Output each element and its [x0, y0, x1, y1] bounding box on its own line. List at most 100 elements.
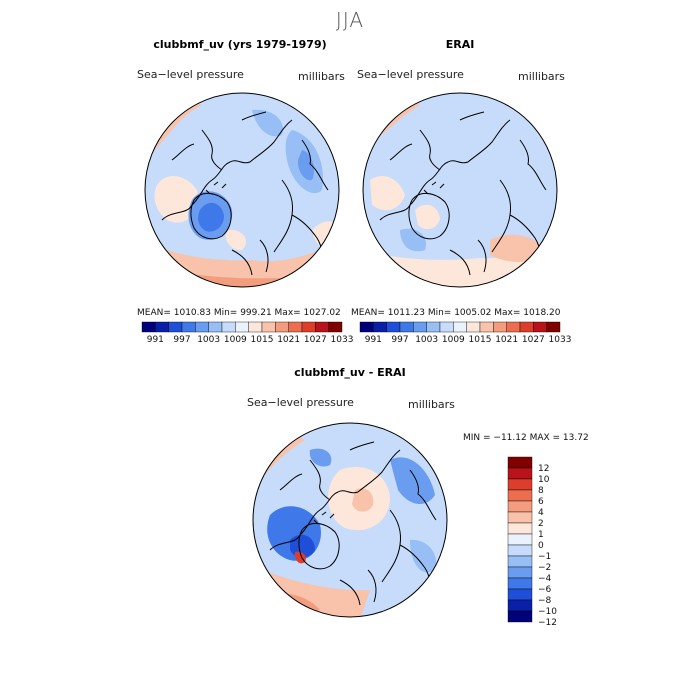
colorbar-swatch — [195, 321, 209, 333]
colorbar-tick-label: 6 — [538, 497, 544, 507]
colorbar-tick-label: 1009 — [441, 335, 465, 345]
colorbar-swatch — [399, 321, 414, 333]
colorbar-tick-label: 1027 — [303, 335, 327, 345]
coastline — [389, 143, 413, 161]
panel1-polar-map — [144, 92, 340, 288]
coastline — [408, 193, 450, 240]
colorbar-swatch — [168, 321, 183, 333]
colorbar-swatch — [507, 500, 533, 513]
pressure-field-region — [352, 488, 374, 512]
map-boundary — [144, 92, 340, 288]
panel3-variable-label: Sea−level pressure — [247, 396, 354, 409]
colorbar-swatch — [328, 321, 343, 333]
coastline — [459, 111, 485, 121]
pressure-field-region — [252, 109, 283, 137]
coastline — [313, 511, 335, 525]
colorbar-swatch — [479, 321, 494, 333]
colorbar-tick-label: 1015 — [250, 335, 274, 345]
panel2-polar-map — [362, 92, 558, 288]
colorbar-swatch — [466, 321, 481, 333]
colorbar-swatch — [439, 321, 454, 333]
colorbar-tick-label: 991 — [146, 335, 164, 345]
coastline — [298, 523, 340, 570]
colorbar-swatch — [507, 577, 533, 590]
colorbar-swatch — [507, 467, 533, 480]
panel2-stats: MEAN= 1011.23 Min= 1005.02 Max= 1018.20 — [351, 308, 561, 318]
pressure-field-region — [225, 229, 247, 251]
colorbar-tick-label: 1021 — [495, 335, 519, 345]
colorbar-swatch — [507, 533, 533, 546]
coastline — [259, 239, 269, 273]
panel2-units-label: millibars — [518, 70, 565, 83]
coastline — [449, 249, 471, 276]
colorbar-tick-label: 0 — [538, 541, 544, 551]
colorbar-tick-label: 1033 — [548, 335, 572, 345]
colorbar-swatch — [413, 321, 427, 333]
pressure-field-region — [309, 448, 332, 467]
colorbar-swatch — [359, 321, 374, 333]
colorbar-tick-label: 2 — [538, 519, 544, 529]
coastline — [190, 193, 232, 240]
colorbar-swatch — [141, 321, 156, 333]
colorbar-swatch — [288, 321, 303, 333]
coastline — [409, 469, 437, 521]
coastline — [367, 569, 377, 603]
colorbar-tick-label: 1003 — [197, 335, 221, 345]
colorbar-tick-label: 1 — [538, 530, 544, 540]
panel3-stats: MIN = −11.12 MAX = 13.72 — [463, 433, 589, 443]
colorbar-tick-label: −8 — [538, 596, 552, 606]
colorbar-swatch — [507, 588, 533, 601]
pressure-field-region — [410, 539, 437, 573]
colorbar-swatch — [453, 321, 467, 333]
pressure-field-region — [400, 228, 426, 252]
map-boundary — [362, 92, 558, 288]
colorbar-tick-label: −6 — [538, 585, 552, 595]
coastline — [205, 181, 227, 195]
colorbar-tick-label: 12 — [538, 464, 550, 474]
colorbar-tick-label: 1009 — [223, 335, 247, 345]
colorbar-swatch — [386, 321, 401, 333]
coastline — [339, 579, 361, 606]
colorbar-swatch — [373, 321, 387, 333]
pressure-field-region — [154, 175, 198, 223]
panel3-polar-map — [252, 422, 448, 618]
coastline — [301, 139, 329, 191]
panel2-colorbar-labels: 991 997 1003 1009 1015 1021 1027 1033 — [360, 335, 572, 347]
colorbar-tick-label: −2 — [538, 563, 552, 573]
panel2-variable-label: Sea−level pressure — [357, 68, 464, 81]
coastline — [269, 490, 359, 551]
colorbar-swatch — [261, 321, 276, 333]
colorbar-swatch — [208, 321, 223, 333]
colorbar-tick-label: 997 — [173, 335, 191, 345]
colorbar-tick-label: −4 — [538, 574, 552, 584]
pressure-field-region — [390, 457, 435, 505]
colorbar-swatch — [506, 321, 521, 333]
colorbar-tick-label: 4 — [538, 508, 544, 518]
colorbar-tick-label: 1021 — [277, 335, 301, 345]
map-boundary — [252, 422, 448, 618]
coastline — [467, 119, 511, 163]
colorbar-swatch — [507, 522, 533, 535]
panel1-title: clubbmf_uv (yrs 1979-1979) — [153, 38, 327, 51]
pressure-field-region — [508, 130, 544, 200]
coastline — [519, 139, 547, 191]
colorbar-swatch — [181, 321, 196, 333]
colorbar-tick-label: 1027 — [521, 335, 545, 345]
colorbar-swatch — [507, 555, 533, 568]
panel3-colorbar-labels: 12 10 8 6 4 2 1 0 −1 −2 −4 −6 −8 −10 −12 — [538, 457, 568, 628]
colorbar-tick-label: 1033 — [330, 335, 354, 345]
pressure-field-region — [370, 175, 405, 211]
coastline — [357, 449, 401, 493]
colorbar-swatch — [507, 544, 533, 557]
colorbar-tick-label: −10 — [538, 607, 557, 617]
colorbar-swatch — [315, 321, 329, 333]
panel3-colorbar — [507, 456, 533, 623]
panel1-variable-label: Sea−level pressure — [137, 68, 244, 81]
coastline — [423, 181, 445, 195]
panel2-title: ERAI — [445, 38, 475, 51]
coastline — [309, 459, 331, 501]
colorbar-tick-label: 8 — [538, 486, 544, 496]
coastline — [379, 160, 469, 221]
coastline — [477, 239, 487, 273]
colorbar-tick-label: −1 — [538, 552, 552, 562]
